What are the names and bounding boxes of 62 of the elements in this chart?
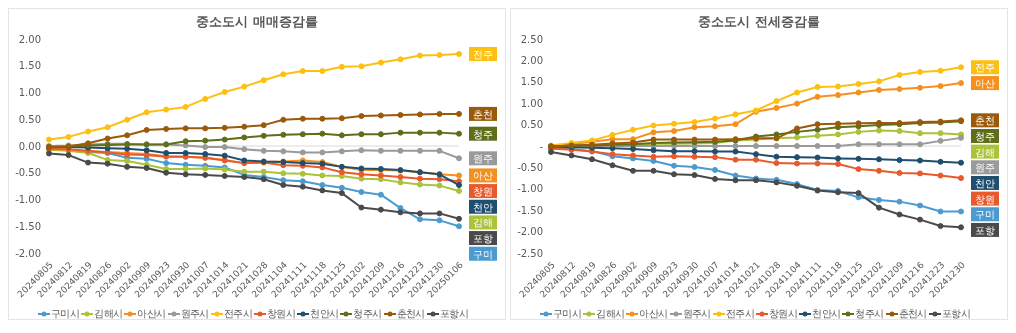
y-tick-label: 0.50	[18, 113, 41, 125]
legend-label: 아산시	[639, 307, 668, 321]
annotation: 원주	[473, 153, 493, 165]
annotation: 창원	[975, 193, 995, 205]
chart-title: 중소도시 매매증감률	[195, 13, 319, 31]
annotation: 구미	[975, 209, 995, 221]
annotation: 천안	[975, 177, 995, 189]
legend-label: 전주시	[725, 307, 754, 321]
annotation: 포항	[975, 224, 995, 236]
y-tick-label: -0.50	[517, 161, 543, 173]
y-tick-label: -2.50	[517, 247, 543, 259]
legend-label: 포항시	[941, 307, 971, 321]
annotation: 아산	[975, 78, 995, 90]
legend-label: 김해시	[596, 307, 625, 321]
legend-label: 천안시	[310, 307, 339, 321]
y-tick-label: 2.00	[520, 54, 543, 66]
legend-label: 청주시	[855, 307, 884, 321]
annotation: 전주	[473, 48, 493, 60]
annotation: 아산	[473, 170, 493, 182]
annotation: 창원	[473, 186, 493, 198]
legend-label: 청주시	[353, 307, 382, 321]
legend-label: 춘천시	[898, 307, 927, 321]
legend-label: 포항시	[439, 307, 469, 321]
y-tick-label: 1.50	[520, 76, 543, 88]
annotation: 춘천	[975, 115, 995, 127]
y-tick-label: 2.50	[520, 33, 543, 45]
y-tick-label: -	[539, 140, 544, 152]
y-tick-label: 1.50	[18, 60, 41, 72]
annotation: 포항	[473, 233, 493, 245]
y-tick-label: -0.50	[15, 167, 41, 179]
y-tick-label: -2.00	[15, 247, 41, 259]
legend-label: 천안시	[812, 307, 841, 321]
annotation: 천안	[473, 201, 493, 213]
y-tick-label: 1.00	[520, 97, 543, 109]
annotation: 원주	[975, 162, 995, 174]
annotation: 김해	[975, 146, 995, 158]
legend-label: 전주시	[223, 307, 252, 321]
chart-title: 중소도시 전세증감률	[697, 13, 821, 31]
legend-label: 춘천시	[396, 307, 425, 321]
annotation: 구미	[473, 248, 493, 260]
y-tick-label: -1.00	[517, 183, 543, 195]
legend-label: 구미시	[552, 307, 582, 321]
annotation: 청주	[473, 128, 493, 140]
y-tick-label: -2.00	[517, 226, 543, 238]
y-tick-label: 2.00	[18, 33, 41, 45]
legend-label: 창원시	[769, 307, 798, 321]
y-tick-label: -1.50	[15, 220, 41, 232]
legend-label: 창원시	[267, 307, 296, 321]
legend-label: 아산시	[137, 307, 166, 321]
legend-label: 원주시	[180, 307, 209, 321]
legend-label: 원주시	[682, 307, 711, 321]
y-tick-label: 1.00	[18, 87, 41, 99]
y-tick-label: 0.50	[520, 119, 543, 131]
legend-label: 김해시	[94, 307, 123, 321]
y-tick-label: -1.50	[517, 204, 543, 216]
y-tick-label: -1.00	[15, 194, 41, 206]
annotation: 전주	[975, 62, 995, 74]
legend-label: 구미시	[50, 307, 80, 321]
annotation: 청주	[975, 130, 995, 142]
annotation: 춘천	[473, 108, 493, 120]
y-tick-label: 0.00	[18, 140, 41, 152]
annotation: 김해	[473, 217, 493, 229]
